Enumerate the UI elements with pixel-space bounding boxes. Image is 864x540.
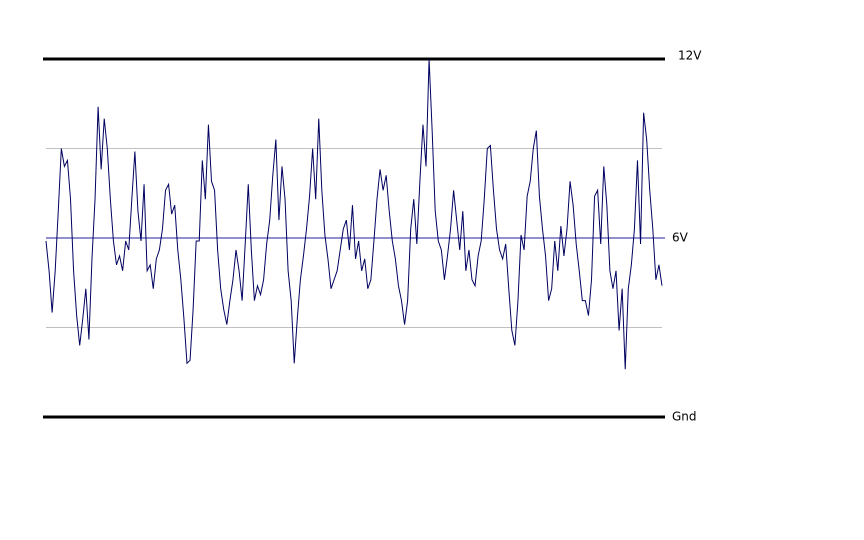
y-tick-label: 12V: [678, 49, 702, 63]
y-tick-label: 6V: [672, 231, 689, 245]
y-tick-label: Gnd: [672, 410, 697, 424]
waveform: [45, 58, 663, 370]
